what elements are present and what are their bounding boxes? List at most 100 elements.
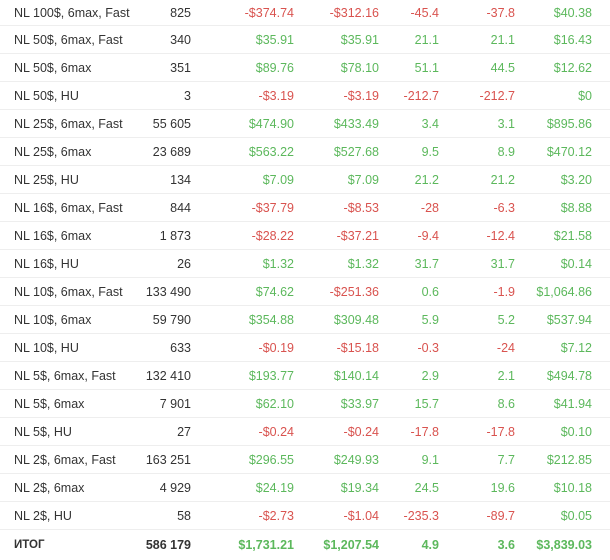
ev-bb100-cell: -212.7 xyxy=(479,88,515,103)
limit-name-cell: NL 16$, 6max xyxy=(14,228,92,243)
table-row: NL 5$, 6max 7 901 $62.10 $33.97 15.7 8.6 $41.9… xyxy=(0,390,610,418)
hands-cell: 1 873 xyxy=(159,228,191,243)
ev-bb100-cell: -24 xyxy=(496,340,515,355)
rake-cell: $3.20 xyxy=(560,172,592,187)
rake-cell: $41.94 xyxy=(553,396,592,411)
bb100-cell: 4.9 xyxy=(421,538,439,552)
limit-name-cell: NL 16$, 6max, Fast xyxy=(14,200,123,215)
limit-name-cell: NL 2$, 6max, Fast xyxy=(14,452,116,467)
ev-bb100-cell: -12.4 xyxy=(486,228,516,243)
winnings-cell: $296.55 xyxy=(248,452,294,467)
winnings-cell: $74.62 xyxy=(255,284,294,299)
winnings-cell: -$3.19 xyxy=(258,88,294,103)
limit-name-cell: NL 10$, HU xyxy=(14,340,79,355)
allin-ev-cell: -$3.19 xyxy=(343,88,379,103)
table-row: NL 50$, 6max 351 $89.76 $78.10 51.1 44.5 $12.6… xyxy=(0,54,610,82)
rake-cell: $8.88 xyxy=(560,200,592,215)
allin-ev-cell: $309.48 xyxy=(333,312,379,327)
table-row: NL 25$, 6max 23 689 $563.22 $527.68 9.5 8.9 $4… xyxy=(0,138,610,166)
total-row: ИТОГ 586 179 $1,731.21 $1,207.54 4.9 3.6 $3,83… xyxy=(0,530,610,560)
rake-cell: $537.94 xyxy=(546,312,592,327)
bb100-cell: 9.1 xyxy=(421,452,439,467)
winnings-cell: $35.91 xyxy=(255,32,294,47)
winnings-cell: $474.90 xyxy=(248,116,294,131)
table-row: NL 5$, HU 27 -$0.24 -$0.24 -17.8 -17.8 $0.10 xyxy=(0,418,610,446)
rake-cell: $21.58 xyxy=(553,228,592,243)
ev-bb100-cell: -37.8 xyxy=(486,5,516,20)
ev-bb100-cell: -6.3 xyxy=(493,200,515,215)
limit-name-cell: NL 50$, HU xyxy=(14,88,79,103)
hands-cell: 825 xyxy=(170,5,191,20)
ev-bb100-cell: 31.7 xyxy=(490,256,515,271)
ev-bb100-cell: 8.9 xyxy=(497,144,515,159)
winnings-cell: $24.19 xyxy=(255,480,294,495)
allin-ev-cell: $433.49 xyxy=(333,116,379,131)
limit-name-cell: NL 2$, HU xyxy=(14,508,72,523)
hands-cell: 4 929 xyxy=(159,480,191,495)
limit-name-cell: ИТОГ xyxy=(14,539,45,551)
rake-cell: $1,064.86 xyxy=(536,284,592,299)
hands-cell: 59 790 xyxy=(152,312,191,327)
allin-ev-cell: -$15.18 xyxy=(336,340,379,355)
table-row: NL 25$, HU 134 $7.09 $7.09 21.2 21.2 $3.20 xyxy=(0,166,610,194)
allin-ev-cell: -$8.53 xyxy=(343,200,379,215)
bb100-cell: 51.1 xyxy=(414,60,439,75)
hands-cell: 3 xyxy=(184,88,191,103)
allin-ev-cell: -$251.36 xyxy=(329,284,379,299)
allin-ev-cell: $249.93 xyxy=(333,452,379,467)
hands-cell: 132 410 xyxy=(145,368,191,383)
rake-cell: $212.85 xyxy=(546,452,592,467)
ev-bb100-cell: 3.1 xyxy=(497,116,515,131)
winnings-cell: -$2.73 xyxy=(258,508,294,523)
bb100-cell: 15.7 xyxy=(414,396,439,411)
limit-name-cell: NL 5$, 6max, Fast xyxy=(14,368,116,383)
table-row: NL 2$, 6max, Fast 163 251 $296.55 $249.93 9.… xyxy=(0,446,610,474)
table-row: NL 5$, 6max, Fast 132 410 $193.77 $140.14 2.… xyxy=(0,362,610,390)
rake-cell: $0.10 xyxy=(560,424,592,439)
rake-cell: $470.12 xyxy=(546,144,592,159)
limit-name-cell: NL 50$, 6max xyxy=(14,60,92,75)
bb100-cell: 31.7 xyxy=(414,256,439,271)
hands-cell: 340 xyxy=(170,32,191,47)
rake-cell: $895.86 xyxy=(546,116,592,131)
ev-bb100-cell: 8.6 xyxy=(497,396,515,411)
winnings-cell: -$28.22 xyxy=(251,228,294,243)
rake-cell: $3,839.03 xyxy=(536,538,592,552)
table-row: NL 50$, HU 3 -$3.19 -$3.19 -212.7 -212.7 $0 xyxy=(0,82,610,110)
winnings-cell: $1,731.21 xyxy=(238,538,294,552)
limit-name-cell: NL 10$, 6max, Fast xyxy=(14,284,123,299)
rake-cell: $0 xyxy=(578,88,592,103)
hands-cell: 844 xyxy=(170,200,191,215)
table-row: NL 16$, HU 26 $1.32 $1.32 31.7 31.7 $0.14 xyxy=(0,250,610,278)
limit-name-cell: NL 5$, HU xyxy=(14,424,72,439)
hands-cell: 55 605 xyxy=(152,116,191,131)
ev-bb100-cell: -89.7 xyxy=(486,508,516,523)
allin-ev-cell: -$312.16 xyxy=(329,5,379,20)
ev-bb100-cell: 21.2 xyxy=(490,172,515,187)
rake-cell: $494.78 xyxy=(546,368,592,383)
bb100-cell: -9.4 xyxy=(417,228,439,243)
hands-cell: 7 901 xyxy=(159,396,191,411)
rake-cell: $0.14 xyxy=(560,256,592,271)
ev-bb100-cell: 44.5 xyxy=(490,60,515,75)
bb100-cell: 2.9 xyxy=(421,368,439,383)
hands-cell: 58 xyxy=(177,508,191,523)
table-row: NL 2$, HU 58 -$2.73 -$1.04 -235.3 -89.7 $0.05 xyxy=(0,502,610,530)
ev-bb100-cell: 5.2 xyxy=(497,312,515,327)
bb100-cell: -235.3 xyxy=(403,508,439,523)
allin-ev-cell: -$37.21 xyxy=(336,228,379,243)
allin-ev-cell: $1,207.54 xyxy=(323,538,379,552)
limit-name-cell: NL 16$, HU xyxy=(14,256,79,271)
rake-cell: $10.18 xyxy=(553,480,592,495)
bb100-cell: -17.8 xyxy=(410,424,440,439)
allin-ev-cell: $527.68 xyxy=(333,144,379,159)
limit-name-cell: NL 50$, 6max, Fast xyxy=(14,32,123,47)
table-row: NL 2$, 6max 4 929 $24.19 $19.34 24.5 19.6 $10.… xyxy=(0,474,610,502)
winnings-cell: $89.76 xyxy=(255,60,294,75)
allin-ev-cell: $7.09 xyxy=(347,172,379,187)
ev-bb100-cell: 2.1 xyxy=(497,368,515,383)
winnings-cell: $193.77 xyxy=(248,368,294,383)
bb100-cell: 21.2 xyxy=(414,172,439,187)
hands-cell: 586 179 xyxy=(145,538,191,552)
hands-cell: 133 490 xyxy=(145,284,191,299)
